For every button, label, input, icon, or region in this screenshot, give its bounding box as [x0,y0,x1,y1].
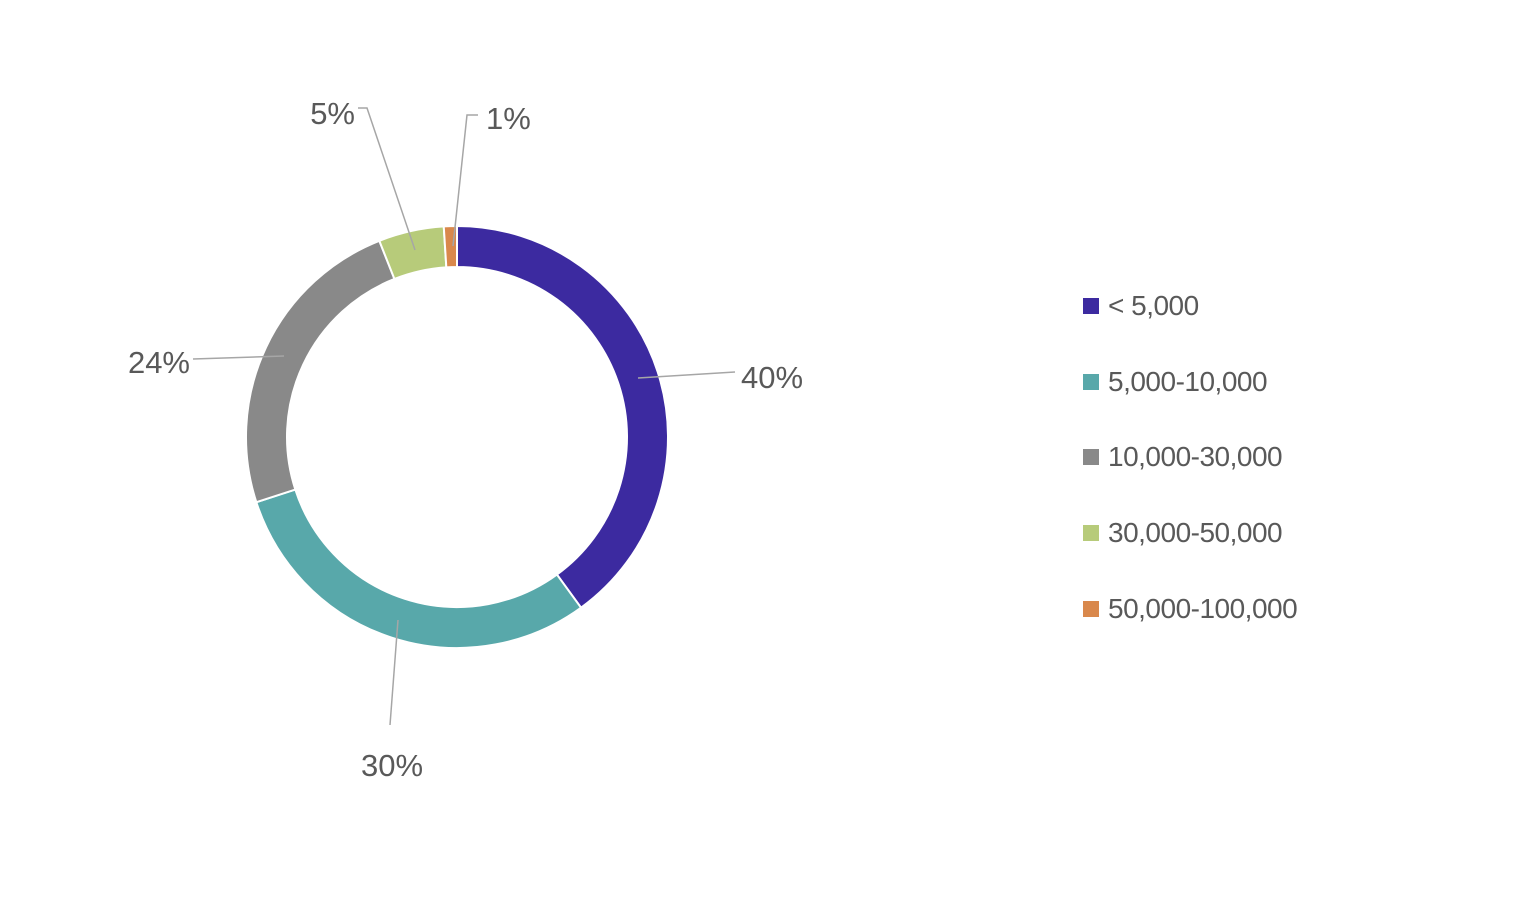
legend-item-30000-50000[interactable]: 30,000-50,000 [1083,517,1283,549]
leader-line [389,619,399,726]
leader-line [358,107,416,251]
data-labels: 40% 30% 24% 5% 1% [128,96,803,783]
legend-label: < 5,000 [1108,290,1199,321]
data-label: 40% [741,360,803,395]
data-label: 1% [486,101,531,136]
legend-label: 10,000-30,000 [1108,441,1283,472]
donut-slice-2[interactable] [245,239,396,504]
donut-slices [245,224,669,650]
legend-item-50000-100000[interactable]: 50,000-100,000 [1083,593,1298,625]
data-label: 5% [310,96,355,131]
legend-swatch [1083,601,1099,617]
legend-swatch [1083,298,1099,314]
legend-item-5000-10000[interactable]: 5,000-10,000 [1083,366,1268,398]
leader-line [192,355,285,360]
legend-label: 30,000-50,000 [1108,517,1283,548]
legend-item-10000-30000[interactable]: 10,000-30,000 [1083,441,1283,473]
legend-label: 5,000-10,000 [1108,366,1268,397]
legend-swatch [1083,374,1099,390]
leader-line [637,371,736,379]
donut-slice-1[interactable] [255,488,583,650]
legend-swatch [1083,525,1099,541]
data-label: 30% [361,748,423,783]
legend-swatch [1083,449,1099,465]
donut-slice-0[interactable] [456,224,669,610]
legend-item-lt-5000[interactable]: < 5,000 [1083,290,1199,322]
legend-label: 50,000-100,000 [1108,593,1298,624]
data-label: 24% [128,345,190,380]
leader-lines [192,107,736,726]
leader-line [452,114,478,247]
